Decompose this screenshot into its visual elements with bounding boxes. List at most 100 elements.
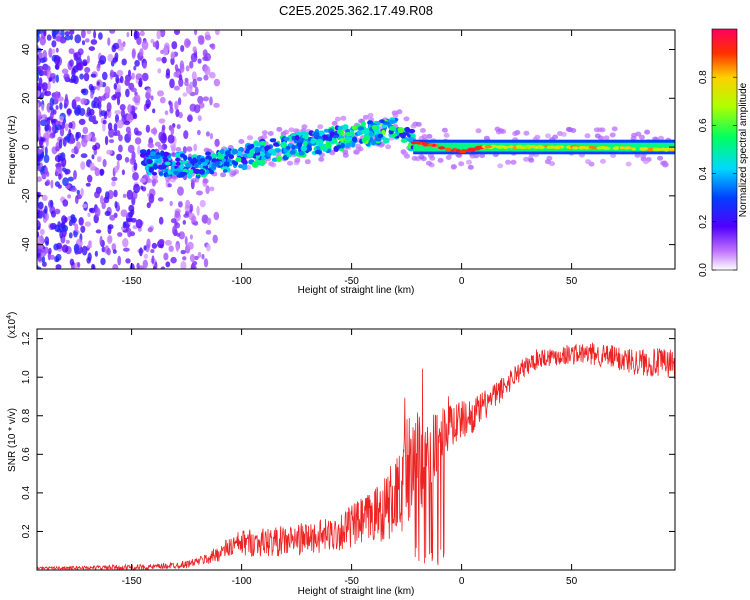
spectrogram-noise-blob — [41, 144, 45, 152]
spectrogram-noise-blob — [69, 187, 77, 192]
spectrogram-noise-blob — [41, 256, 46, 263]
spectrogram-noise-blob — [55, 74, 59, 83]
spectrogram-noise-blob — [82, 61, 88, 66]
spectrogram-signal-blob — [345, 142, 353, 147]
spectrogram-halo-blob — [261, 130, 268, 136]
spectrogram-noise-blob — [206, 243, 211, 252]
spectrogram-noise-blob — [70, 153, 76, 159]
spectrogram-noise-blob — [178, 78, 184, 87]
spectrogram-signal-blob — [199, 157, 206, 163]
spectrogram-noise-blob — [61, 68, 69, 75]
spectrogram-noise-blob — [81, 40, 86, 46]
spectrogram-signal-blob — [236, 151, 243, 156]
spectrogram-noise-blob — [69, 30, 75, 35]
spectrogram-y-tick-label: 40 — [21, 44, 32, 56]
spectrogram-noise-blob — [37, 65, 44, 72]
spectrogram-noise-blob — [196, 205, 200, 216]
spectrogram-panel: -150 -100 -50 0 50 -40 -20 0 20 40 Height of str… — [7, 29, 676, 296]
spectrogram-signal-blob — [337, 129, 342, 135]
spectrogram-noise-blob — [55, 105, 59, 110]
spectrogram-x-tick-label: 0 — [459, 276, 465, 287]
spectrogram-noise-blob — [118, 144, 123, 153]
spectrogram-noise-blob — [191, 71, 197, 81]
spectrogram-noise-blob — [68, 232, 73, 239]
spectrogram-noise-blob — [78, 118, 86, 125]
spectrogram-noise-blob — [100, 110, 107, 117]
spectrogram-signal-blob — [269, 138, 276, 143]
spectrogram-halo-blob — [421, 134, 428, 139]
spectrogram-noise-blob — [133, 30, 138, 41]
spectrogram-noise-blob — [57, 184, 62, 189]
spectrogram-noise-blob — [123, 120, 131, 126]
spectrogram-noise-blob — [135, 219, 143, 229]
spectrogram-noise-blob — [68, 220, 73, 227]
spectrogram-noise-blob — [99, 168, 105, 176]
spectrogram-noise-blob — [74, 106, 81, 116]
spectrogram-noise-blob — [106, 235, 113, 245]
spectrogram-noise-blob — [117, 38, 122, 46]
spectrogram-x-tick-label: -50 — [344, 276, 359, 287]
spectrogram-signal-blob — [310, 138, 316, 144]
spectrogram-halo-blob — [642, 159, 649, 165]
spectrogram-signal-blob — [302, 134, 309, 139]
spectrogram-signal-blob — [382, 121, 390, 125]
spectrogram-halo-blob — [367, 112, 374, 118]
spectrogram-noise-blob — [61, 215, 67, 224]
spectrogram-halo-blob — [567, 127, 573, 133]
spectrogram-noise-blob — [209, 133, 214, 140]
spectrogram-noise-blob — [151, 255, 155, 264]
spectrogram-halo-blob — [247, 135, 253, 141]
spectrogram-halo-blob — [170, 143, 177, 149]
spectrogram-halo-blob — [512, 131, 519, 137]
spectrogram-noise-blob — [160, 49, 164, 55]
spectrogram-x-tick-label: -100 — [232, 276, 252, 287]
spectrogram-noise-blob — [121, 58, 127, 66]
spectrogram-noise-blob — [44, 212, 49, 221]
spectrogram-noise-blob — [169, 78, 175, 89]
spectrogram-tone-blob — [546, 145, 552, 149]
spectrogram-noise-blob — [116, 119, 124, 129]
spectrogram-signal-blob — [382, 137, 390, 144]
spectrogram-signal-blob — [371, 139, 377, 146]
spectrogram-noise-blob — [163, 252, 169, 261]
spectrogram-tone-blob — [455, 149, 461, 153]
spectrogram-noise-blob — [173, 85, 180, 91]
spectrogram-noise-blob — [43, 154, 50, 163]
spectrogram-noise-blob — [150, 95, 154, 101]
spectrogram-noise-blob — [58, 173, 62, 180]
spectrogram-halo-blob — [294, 157, 301, 163]
spectrogram-signal-blob — [246, 144, 254, 150]
spectrogram-noise-blob — [93, 30, 97, 39]
spectrogram-noise-blob — [121, 169, 125, 176]
spectrogram-signal-blob — [321, 134, 328, 140]
spectrogram-noise-blob — [39, 58, 46, 63]
snr-series-line — [37, 342, 675, 570]
spectrogram-noise-blob — [176, 232, 181, 237]
spectrogram-halo-blob — [494, 126, 501, 132]
spectrogram-noise-blob — [133, 113, 138, 120]
spectrogram-noise-blob — [119, 104, 126, 111]
spectrogram-noise-blob — [171, 152, 176, 156]
spectrogram-noise-blob — [94, 207, 101, 217]
spectrogram-signal-blob — [361, 137, 367, 143]
spectrogram-halo-blob — [357, 146, 364, 152]
spectrogram-noise-blob — [193, 104, 201, 114]
snr-y-tick-label: 1.0 — [21, 370, 32, 384]
spectrogram-tone-blob — [554, 145, 560, 149]
spectrogram-noise-blob — [127, 104, 132, 113]
spectrogram-noise-blob — [87, 174, 93, 183]
spectrogram-noise-blob — [81, 30, 86, 39]
spectrogram-noise-blob — [190, 264, 197, 269]
spectrogram-noise-blob — [75, 141, 81, 150]
spectrogram-signal-blob — [323, 128, 330, 133]
spectrogram-noise-blob — [74, 223, 79, 232]
spectrogram-noise-blob — [111, 243, 117, 252]
spectrogram-noise-blob — [212, 234, 218, 244]
spectrogram-noise-blob — [197, 58, 202, 64]
spectrogram-noise-blob — [89, 208, 93, 213]
spectrogram-noise-blob — [70, 75, 77, 83]
spectrogram-noise-blob — [37, 155, 40, 163]
spectrogram-signal-blob — [351, 125, 357, 130]
spectrogram-noise-blob — [113, 83, 118, 90]
spectrogram-noise-blob — [107, 122, 113, 131]
